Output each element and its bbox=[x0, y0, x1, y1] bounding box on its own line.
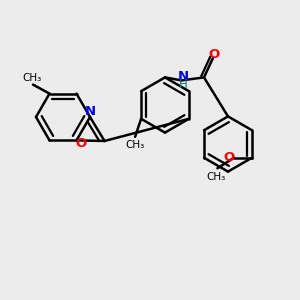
Text: CH₃: CH₃ bbox=[206, 172, 226, 182]
Text: CH₃: CH₃ bbox=[125, 140, 145, 150]
Text: O: O bbox=[75, 137, 86, 150]
Text: CH₃: CH₃ bbox=[22, 73, 41, 83]
Text: H: H bbox=[178, 78, 188, 91]
Text: N: N bbox=[85, 105, 96, 118]
Text: O: O bbox=[209, 48, 220, 61]
Text: N: N bbox=[177, 70, 189, 83]
Text: O: O bbox=[223, 151, 234, 164]
